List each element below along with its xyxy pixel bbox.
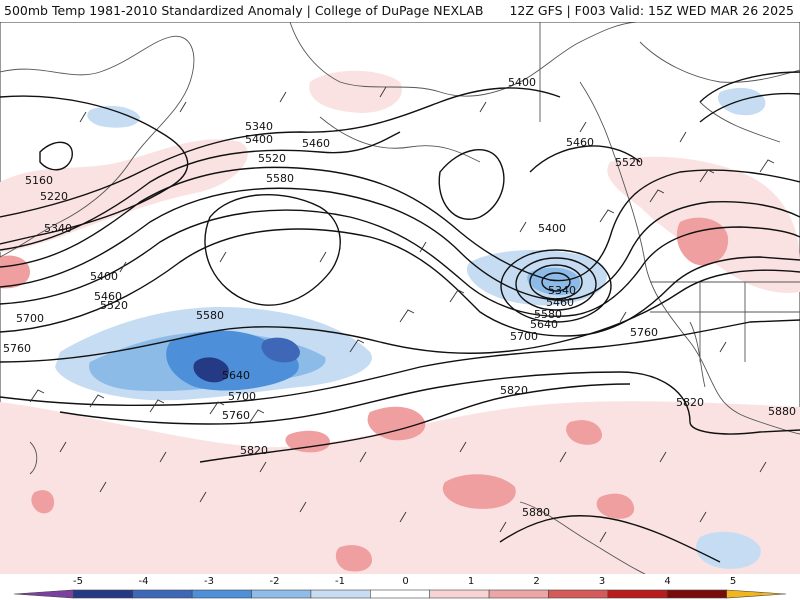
colorbar-swatch bbox=[132, 589, 193, 599]
colorbar-tick-label: 3 bbox=[599, 576, 605, 587]
warm-anomaly-shading bbox=[0, 70, 800, 574]
contour-label: 5700 bbox=[16, 312, 44, 325]
cold-anomaly-shading bbox=[55, 87, 766, 569]
contour-label: 5580 bbox=[196, 309, 224, 322]
contour-label: 5460 bbox=[94, 290, 122, 303]
colorbar-swatch bbox=[429, 589, 490, 599]
contour-label: 5820 bbox=[676, 396, 704, 409]
model-run-info: 12Z GFS | F003 Valid: 15Z WED MAR 26 202… bbox=[509, 3, 794, 18]
map-title: 500mb Temp 1981-2010 Standardized Anomal… bbox=[4, 3, 484, 18]
height-contours bbox=[0, 71, 800, 563]
contour-label: 5340 bbox=[245, 120, 273, 133]
contour-label: 5580 bbox=[534, 308, 562, 321]
contour-label: 5520 bbox=[100, 299, 128, 312]
colorbar-tick-label: 0 bbox=[402, 576, 408, 587]
colorbar-swatch bbox=[73, 589, 134, 599]
contour-label: 5460 bbox=[546, 296, 574, 309]
contour-label: 5820 bbox=[240, 444, 268, 457]
colorbar-tick-label: 1 bbox=[468, 576, 474, 587]
contour-label: 5460 bbox=[302, 137, 330, 150]
contour-label: 5340 bbox=[548, 284, 576, 297]
contour-label: 5220 bbox=[40, 190, 68, 203]
colorbar-tick-label: -2 bbox=[270, 576, 280, 587]
colorbar-swatch bbox=[310, 589, 371, 599]
contour-label: 5640 bbox=[530, 318, 558, 331]
colorbar-swatch bbox=[251, 589, 312, 599]
colorbar-tick-label: -4 bbox=[139, 576, 149, 587]
contour-label: 5880 bbox=[522, 506, 550, 519]
contour-label: 5880 bbox=[768, 405, 796, 418]
anomaly-map: 5400 5340 5400 5460 5460 5520 5520 5580 … bbox=[0, 22, 800, 574]
colorbar-tick-label: 2 bbox=[533, 576, 539, 587]
contour-label: 5760 bbox=[222, 409, 250, 422]
contour-label: 5700 bbox=[228, 390, 256, 403]
colorbar-swatch bbox=[370, 589, 430, 599]
contour-label: 5760 bbox=[630, 326, 658, 339]
colorbar-swatch bbox=[548, 589, 609, 599]
colorbar-swatches bbox=[13, 589, 787, 599]
wind-barbs bbox=[29, 86, 775, 543]
colorbar-swatch bbox=[607, 589, 668, 599]
contour-label: 5400 bbox=[508, 76, 536, 89]
contour-label: 5520 bbox=[615, 156, 643, 169]
contour-label: 5580 bbox=[266, 172, 294, 185]
contour-label: 5400 bbox=[538, 222, 566, 235]
contour-label: 5400 bbox=[245, 133, 273, 146]
contour-label: 5640 bbox=[222, 369, 250, 382]
contour-label: 5700 bbox=[510, 330, 538, 343]
colorbar-swatch bbox=[726, 589, 787, 599]
colorbar-tick-label: -3 bbox=[204, 576, 214, 587]
contour-label: 5400 bbox=[90, 270, 118, 283]
colorbar-tick-label: 5 bbox=[730, 576, 736, 587]
colorbar-swatch bbox=[13, 589, 74, 599]
colorbar-swatch bbox=[666, 589, 727, 599]
colorbar-tick-label: 4 bbox=[664, 576, 670, 587]
contour-label: 5520 bbox=[258, 152, 286, 165]
colorbar-tick-label: -1 bbox=[335, 576, 345, 587]
colorbar-tick-label: -5 bbox=[73, 576, 83, 587]
anomaly-colorbar: -5 -4 -3 -2 -1 0 1 2 3 4 5 bbox=[13, 576, 787, 599]
colorbar-swatch bbox=[488, 589, 549, 599]
contour-label: 5340 bbox=[44, 222, 72, 235]
colorbar-swatch bbox=[191, 589, 252, 599]
contour-label: 5460 bbox=[566, 136, 594, 149]
coastlines bbox=[0, 22, 800, 574]
contour-labels: 5400 5340 5400 5460 5460 5520 5520 5580 … bbox=[3, 76, 796, 519]
contour-label: 5760 bbox=[3, 342, 31, 355]
contour-label: 5820 bbox=[500, 384, 528, 397]
colorbar-tick-labels: -5 -4 -3 -2 -1 0 1 2 3 4 5 bbox=[73, 576, 736, 587]
contour-label: 5160 bbox=[25, 174, 53, 187]
